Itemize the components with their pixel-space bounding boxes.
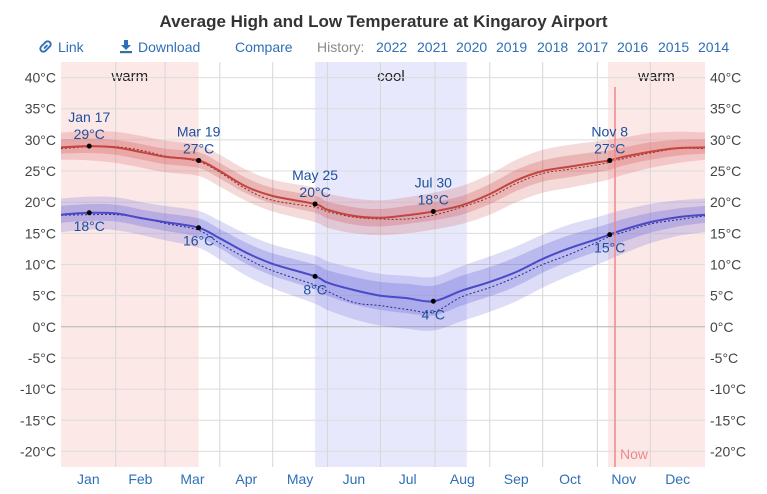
history-year-2014[interactable]: 2014 xyxy=(698,39,730,55)
data-point-marker xyxy=(430,209,436,215)
y-tick-label-right: 40°C xyxy=(710,70,741,86)
history-year-2022[interactable]: 2022 xyxy=(376,39,408,55)
now-label: Now xyxy=(620,446,649,462)
y-tick-label-left: 35°C xyxy=(25,101,56,117)
y-tick-label-left: 40°C xyxy=(25,70,56,86)
toolbar: Link Download Compare History: 2022 2021… xyxy=(0,39,767,59)
y-tick-label-left: 30°C xyxy=(25,132,56,148)
annotation-value: 16°C xyxy=(183,233,214,249)
history-year-2016[interactable]: 2016 xyxy=(617,39,649,55)
annotation-date: Jan 17 xyxy=(68,109,110,125)
data-point-marker xyxy=(430,298,436,304)
month-label: Aug xyxy=(450,471,475,487)
y-tick-label-right: 20°C xyxy=(710,194,741,210)
low-p10-p90-band xyxy=(61,196,705,331)
annotation-date: May 25 xyxy=(292,167,338,183)
y-tick-label-right: -20°C xyxy=(710,443,746,459)
month-label: Jul xyxy=(399,471,417,487)
month-label: Jun xyxy=(343,471,366,487)
annotation-value: 18°C xyxy=(74,218,105,234)
low-p25-p75-band xyxy=(61,203,705,316)
y-tick-label-left: 20°C xyxy=(25,194,56,210)
y-tick-label-right: -5°C xyxy=(710,350,738,366)
history-year-2020[interactable]: 2020 xyxy=(456,39,488,55)
month-label: Mar xyxy=(180,471,204,487)
download-button[interactable]: Download xyxy=(119,39,200,55)
download-icon xyxy=(120,40,132,54)
month-label: May xyxy=(287,471,313,487)
link-icon xyxy=(39,40,52,53)
y-tick-label-left: 0°C xyxy=(33,319,57,335)
high-p25-p75-band xyxy=(61,138,705,227)
download-label: Download xyxy=(138,39,201,55)
history-label: History: xyxy=(317,39,365,55)
month-label: Apr xyxy=(235,471,257,487)
link-label: Link xyxy=(58,39,84,55)
data-point-marker xyxy=(312,201,318,207)
annotation-value: 15°C xyxy=(594,240,625,256)
month-label: Oct xyxy=(559,471,581,487)
high-p10-p90-band xyxy=(61,131,705,236)
annotation-value: 4°C xyxy=(422,306,446,322)
percentile-bands xyxy=(61,131,705,331)
link-button[interactable]: Link xyxy=(38,39,84,55)
now-marker: Now xyxy=(614,87,649,467)
annotation-date: Nov 8 xyxy=(591,123,628,139)
annotation-date: Mar 19 xyxy=(177,123,221,139)
annotation-value: 29°C xyxy=(74,126,105,142)
y-tick-label-right: 10°C xyxy=(710,257,741,273)
y-tick-label-left: -5°C xyxy=(28,350,56,366)
y-tick-label-left: 25°C xyxy=(25,163,56,179)
season-label: warm xyxy=(110,68,148,85)
history-year-2021[interactable]: 2021 xyxy=(417,39,449,55)
axes: 40°C 40°C 35°C 35°C 30°C 30°C 25°C 25°C 20°C 20°C… xyxy=(20,70,746,487)
month-label: Dec xyxy=(665,471,690,487)
history-year-2015[interactable]: 2015 xyxy=(658,39,690,55)
data-point-marker xyxy=(196,225,202,231)
data-point-marker xyxy=(607,232,613,238)
annotation-value: 18°C xyxy=(418,192,449,208)
annotation-value: 27°C xyxy=(594,140,625,156)
y-tick-label-right: -15°C xyxy=(710,412,746,428)
y-tick-label-left: -20°C xyxy=(20,443,56,459)
month-label: Feb xyxy=(128,471,152,487)
compare-button[interactable]: Compare xyxy=(235,39,293,55)
y-tick-label-right: 0°C xyxy=(710,319,734,335)
y-tick-label-left: 5°C xyxy=(33,288,57,304)
data-point-marker xyxy=(312,273,318,279)
annotation-value: 27°C xyxy=(183,140,214,156)
annotation-date: Jul 30 xyxy=(415,175,453,191)
season-label: warm xyxy=(637,68,675,85)
annotation-value: 8°C xyxy=(303,281,327,297)
data-point-marker xyxy=(86,210,92,216)
history-year-2018[interactable]: 2018 xyxy=(537,39,569,55)
data-point-marker xyxy=(86,143,92,149)
y-tick-label-left: 15°C xyxy=(25,225,56,241)
high-last-year-line xyxy=(60,145,706,220)
data-point-marker xyxy=(196,157,202,163)
month-label: Jan xyxy=(77,471,100,487)
y-tick-label-right: 5°C xyxy=(710,288,734,304)
y-tick-label-right: 30°C xyxy=(710,132,741,148)
y-tick-label-right: 25°C xyxy=(710,163,741,179)
y-tick-label-left: -10°C xyxy=(20,381,56,397)
history-year-2017[interactable]: 2017 xyxy=(577,39,609,55)
chart-title: Average High and Low Temperature at King… xyxy=(159,12,608,31)
y-tick-label-right: 15°C xyxy=(710,225,741,241)
season-label: cool xyxy=(377,68,405,85)
y-tick-label-right: 35°C xyxy=(710,101,741,117)
y-tick-label-left: -15°C xyxy=(20,412,56,428)
annotation-value: 20°C xyxy=(299,184,330,200)
y-tick-label-right: -10°C xyxy=(710,381,746,397)
history-year-2019[interactable]: 2019 xyxy=(496,39,528,55)
y-tick-label-left: 10°C xyxy=(25,257,56,273)
month-label: Sep xyxy=(504,471,529,487)
month-label: Nov xyxy=(611,471,636,487)
data-point-marker xyxy=(607,157,613,163)
